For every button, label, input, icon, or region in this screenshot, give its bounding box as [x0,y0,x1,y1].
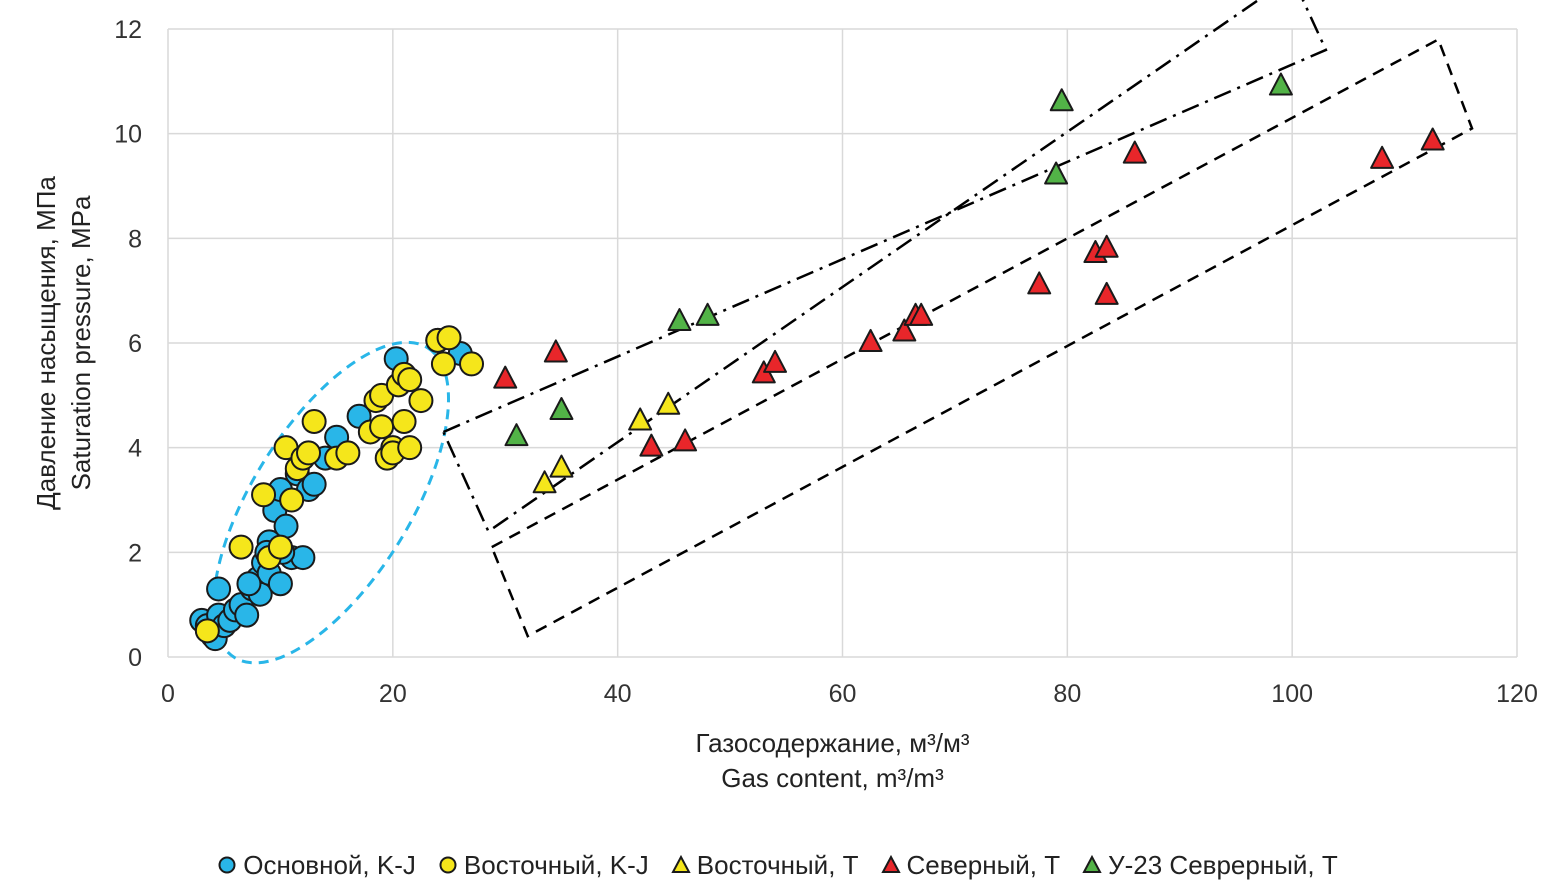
y-tick-label: 8 [128,225,142,253]
y-tick-label: 12 [114,16,142,44]
point-u23-severny-t [1268,72,1293,96]
point-vostochny-kj [194,618,220,644]
point-vostochny-kj [397,435,423,461]
x-tick-label: 0 [161,680,175,708]
point-severny-t [673,428,698,452]
y-tick-label: 2 [128,539,142,567]
gridlines [167,28,1518,658]
x-tick-label: 20 [379,680,407,708]
point-osnovnoy-kj [290,545,316,571]
y-tick-label: 0 [128,644,142,672]
dashed-trend-box [490,37,1474,638]
point-severny-t [493,365,518,389]
point-u23-severny-t [695,302,720,326]
point-u23-severny-t [1044,161,1069,185]
point-osnovnoy-kj [236,571,262,597]
x-tick-label: 120 [1496,680,1538,708]
y-tick-label: 4 [128,435,142,463]
point-vostochny-kj [436,325,462,351]
point-severny-t [1027,271,1052,295]
point-vostochny-kj [228,534,254,560]
tick-labels: 0 20 40 60 80 100 120 0 2 4 6 8 10 12 [114,16,1538,708]
point-severny-t [858,328,883,352]
point-vostochny-t [549,454,574,478]
x-tick-label: 40 [604,680,632,708]
point-osnovnoy-kj [267,571,293,597]
point-vostochny-t [532,470,557,494]
y-axis-title-en: Saturation pressure, MPa [66,195,96,490]
point-u23-severny-t [504,423,529,447]
legend-label: У-23 Севрерный, Т [1108,849,1338,880]
point-severny-t [1094,281,1119,305]
point-u23-severny-t [1049,88,1074,112]
point-u23-severny-t [667,308,692,332]
x-axis-title-en: Gas content, m³/m³ [721,763,944,793]
x-tick-label: 100 [1271,680,1313,708]
point-severny-t [909,302,934,326]
series-vostochny-kj [194,325,485,644]
point-severny-t [763,349,788,373]
y-axis-title: Давление насыщения, МПа [31,176,61,510]
y-tick-label: 10 [114,121,142,149]
triangle-marker-icon [671,855,691,873]
point-vostochny-kj [459,351,485,377]
point-osnovnoy-kj [273,513,299,539]
point-severny-t [1420,127,1445,151]
point-osnovnoy-kj [206,576,232,602]
series-u23-severny-t [504,72,1293,447]
scatter-chart: 0 20 40 60 80 100 120 0 2 4 6 8 10 12 Газосодержание, … [31,0,1538,793]
point-vostochny-kj [369,414,395,440]
point-u23-severny-t [549,397,574,421]
legend-item-vostochny-kj: Восточный, K-J [438,850,649,881]
point-osnovnoy-kj [301,471,327,497]
triangle-marker-icon [880,855,901,873]
x-axis-title: Газосодержание, м³/м³ [695,728,969,758]
x-tick-label: 60 [829,680,857,708]
circle-marker-icon [218,856,236,874]
legend-label: Северный, Т [906,849,1061,880]
point-vostochny-kj [397,367,423,393]
point-severny-t [543,339,568,363]
legend-item-severny-t: Северный, Т [880,849,1061,881]
point-vostochny-kj [408,388,434,414]
point-osnovnoy-kj [234,602,260,628]
legend-item-vostochny-t: Восточный, Т [671,850,859,881]
legend: Основной, K-J Восточный, K-J Восточный, Т С… [0,840,1555,890]
series-severny-t [493,127,1445,457]
point-vostochny-kj [251,482,277,508]
point-severny-t [1094,234,1119,258]
point-vostochny-kj [430,351,456,377]
point-vostochny-kj [267,534,293,560]
annotations [211,0,1474,665]
point-vostochny-kj [335,440,361,466]
x-tick-label: 80 [1053,680,1081,708]
legend-item-osnovnoy-kj: Основной, K-J [217,850,416,881]
legend-label: Восточный, K-J [463,849,649,880]
y-tick-label: 6 [128,330,142,358]
legend-label: Основной, K-J [243,849,416,880]
legend-item-u23-severny-t: У-23 Севрерный, Т [1082,850,1338,881]
point-vostochny-kj [296,440,322,466]
legend-label: Восточный, Т [696,849,859,880]
triangle-marker-icon [1082,855,1102,873]
point-severny-t [639,433,664,457]
series-vostochny-t [532,391,681,494]
point-vostochny-kj [391,409,417,434]
point-vostochny-t [628,407,653,431]
point-severny-t [1370,145,1395,169]
series-osnovnoy-kj [189,327,473,652]
point-vostochny-kj [279,487,305,513]
circle-marker-icon [439,856,457,874]
point-severny-t [1122,140,1147,164]
kj-cluster-ellipse [211,340,451,665]
point-severny-t [892,318,917,342]
point-vostochny-kj [301,409,327,434]
point-vostochny-t [656,391,681,415]
dashdot-trend-box [441,0,1328,534]
